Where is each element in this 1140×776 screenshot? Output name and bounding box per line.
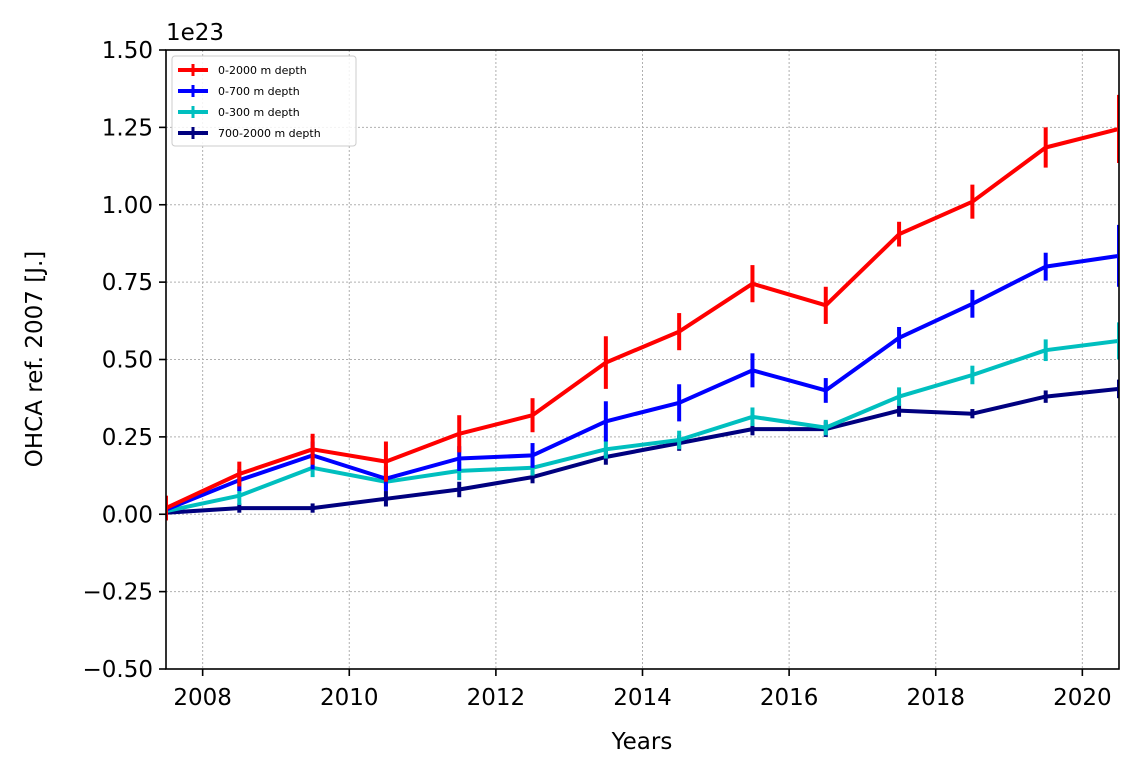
x-tick-label: 2018 — [906, 685, 965, 711]
y-tick-label: 1.50 — [102, 38, 153, 64]
legend-entry: 0-300 m depth — [178, 106, 300, 119]
legend-box — [171, 55, 357, 147]
y-tick-label: 1.00 — [102, 193, 153, 219]
x-tick-label: 2014 — [613, 685, 672, 711]
legend-entry: 0-2000 m depth — [178, 64, 307, 77]
y-tick-label: −0.25 — [83, 580, 153, 606]
axis-ticks: 2008 2010 2012 2014 2016 2018 2020 −0.50 −0.25 0.… — [83, 38, 1112, 711]
legend-label: 0-700 m depth — [218, 85, 300, 98]
x-tick-label: 2016 — [760, 685, 819, 711]
legend-label: 0-2000 m depth — [218, 64, 307, 77]
series-line — [166, 386, 1119, 515]
series-line — [166, 126, 1119, 510]
series-line — [166, 253, 1119, 512]
x-tick-label: 2020 — [1053, 685, 1112, 711]
y-axis-scale-label: 1e23 — [166, 20, 224, 46]
legend-label: 700-2000 m depth — [218, 127, 321, 140]
x-axis-label: Years — [611, 729, 673, 755]
legend: 0-2000 m depth 0-700 m depth 0-300 m depth… — [171, 55, 357, 147]
y-tick-label: 0.75 — [102, 270, 153, 296]
series-layer — [166, 94, 1119, 521]
series-line — [166, 338, 1119, 514]
legend-entry: 700-2000 m depth — [178, 127, 321, 140]
x-tick-label: 2008 — [173, 685, 232, 711]
legend-label: 0-300 m depth — [218, 106, 300, 119]
y-tick-label: 1.25 — [102, 115, 153, 141]
y-tick-label: 0.00 — [102, 502, 153, 528]
x-tick-label: 2010 — [320, 685, 379, 711]
y-tick-label: 0.25 — [102, 425, 153, 451]
x-tick-label: 2012 — [467, 685, 526, 711]
y-tick-label: −0.50 — [83, 657, 153, 683]
legend-entry: 0-700 m depth — [178, 85, 300, 98]
y-tick-label: 0.50 — [102, 348, 153, 374]
y-axis-label: OHCA ref. 2007 [J.] — [22, 251, 48, 468]
series-0-2000-m-depth — [166, 94, 1119, 521]
